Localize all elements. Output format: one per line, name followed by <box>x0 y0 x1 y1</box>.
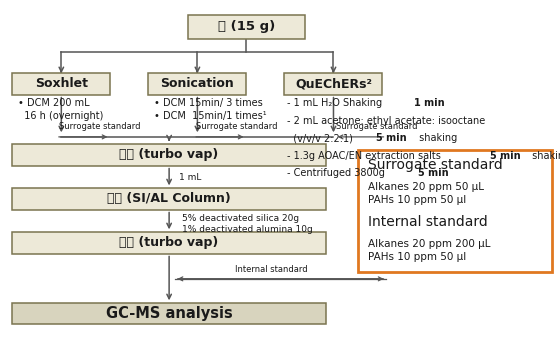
FancyBboxPatch shape <box>358 150 552 272</box>
Text: 1 mL: 1 mL <box>179 173 202 182</box>
Text: 5 min: 5 min <box>376 133 407 143</box>
Text: Sonication: Sonication <box>161 77 234 91</box>
Text: - Centrifuged 3800g: - Centrifuged 3800g <box>287 168 388 178</box>
FancyBboxPatch shape <box>284 73 382 95</box>
FancyBboxPatch shape <box>188 15 305 39</box>
Text: 농축 (turbo vap): 농축 (turbo vap) <box>119 236 219 249</box>
Text: 5 min: 5 min <box>418 168 448 178</box>
Text: Surrogate standard: Surrogate standard <box>59 122 141 131</box>
Text: 5% deactivated silica 20g
1% deactivated alumina 10g: 5% deactivated silica 20g 1% deactivated… <box>182 214 312 235</box>
Text: 정제 (SI/AL Column): 정제 (SI/AL Column) <box>108 192 231 206</box>
Text: (v/v/v 2:2:1): (v/v/v 2:2:1) <box>287 133 356 143</box>
Text: Alkanes 20 ppm 200 μL
PAHs 10 ppm 50 μl: Alkanes 20 ppm 200 μL PAHs 10 ppm 50 μl <box>368 239 491 262</box>
Text: shaking: shaking <box>529 151 560 161</box>
Text: shaking: shaking <box>416 133 457 143</box>
Text: 농축 (turbo vap): 농축 (turbo vap) <box>119 148 219 162</box>
Text: - 1 mL H₂O Shaking: - 1 mL H₂O Shaking <box>287 98 385 108</box>
Text: 5 min: 5 min <box>490 151 520 161</box>
Text: 굴 (15 g): 굴 (15 g) <box>218 20 275 33</box>
Text: Surrogate standard: Surrogate standard <box>336 122 418 131</box>
FancyBboxPatch shape <box>12 73 110 95</box>
Text: Internal standard: Internal standard <box>235 265 308 274</box>
Text: Surrogate standard: Surrogate standard <box>368 158 503 172</box>
Text: QuEChERs²: QuEChERs² <box>295 77 372 91</box>
Text: • DCM 200 mL
  16 h (overnight): • DCM 200 mL 16 h (overnight) <box>18 98 103 121</box>
FancyBboxPatch shape <box>12 188 326 210</box>
Text: 1 min: 1 min <box>414 98 445 108</box>
Text: Internal standard: Internal standard <box>368 215 488 229</box>
Text: Surrogate standard: Surrogate standard <box>196 122 278 131</box>
FancyBboxPatch shape <box>148 73 246 95</box>
FancyBboxPatch shape <box>12 232 326 254</box>
Text: - 2 mL acetone: ethyl acetate: isooctane: - 2 mL acetone: ethyl acetate: isooctane <box>287 116 486 126</box>
FancyBboxPatch shape <box>12 144 326 166</box>
FancyBboxPatch shape <box>12 303 326 324</box>
Text: Soxhlet: Soxhlet <box>35 77 88 91</box>
Text: - 1.3g AOAC/EN extraction salts: - 1.3g AOAC/EN extraction salts <box>287 151 444 161</box>
Text: • DCM 15min/ 3 times
• DCM  15min/1 times¹: • DCM 15min/ 3 times • DCM 15min/1 times… <box>154 98 267 121</box>
Text: Alkanes 20 ppm 50 μL
PAHs 10 ppm 50 μl: Alkanes 20 ppm 50 μL PAHs 10 ppm 50 μl <box>368 182 484 205</box>
Text: GC-MS analysis: GC-MS analysis <box>106 306 232 321</box>
